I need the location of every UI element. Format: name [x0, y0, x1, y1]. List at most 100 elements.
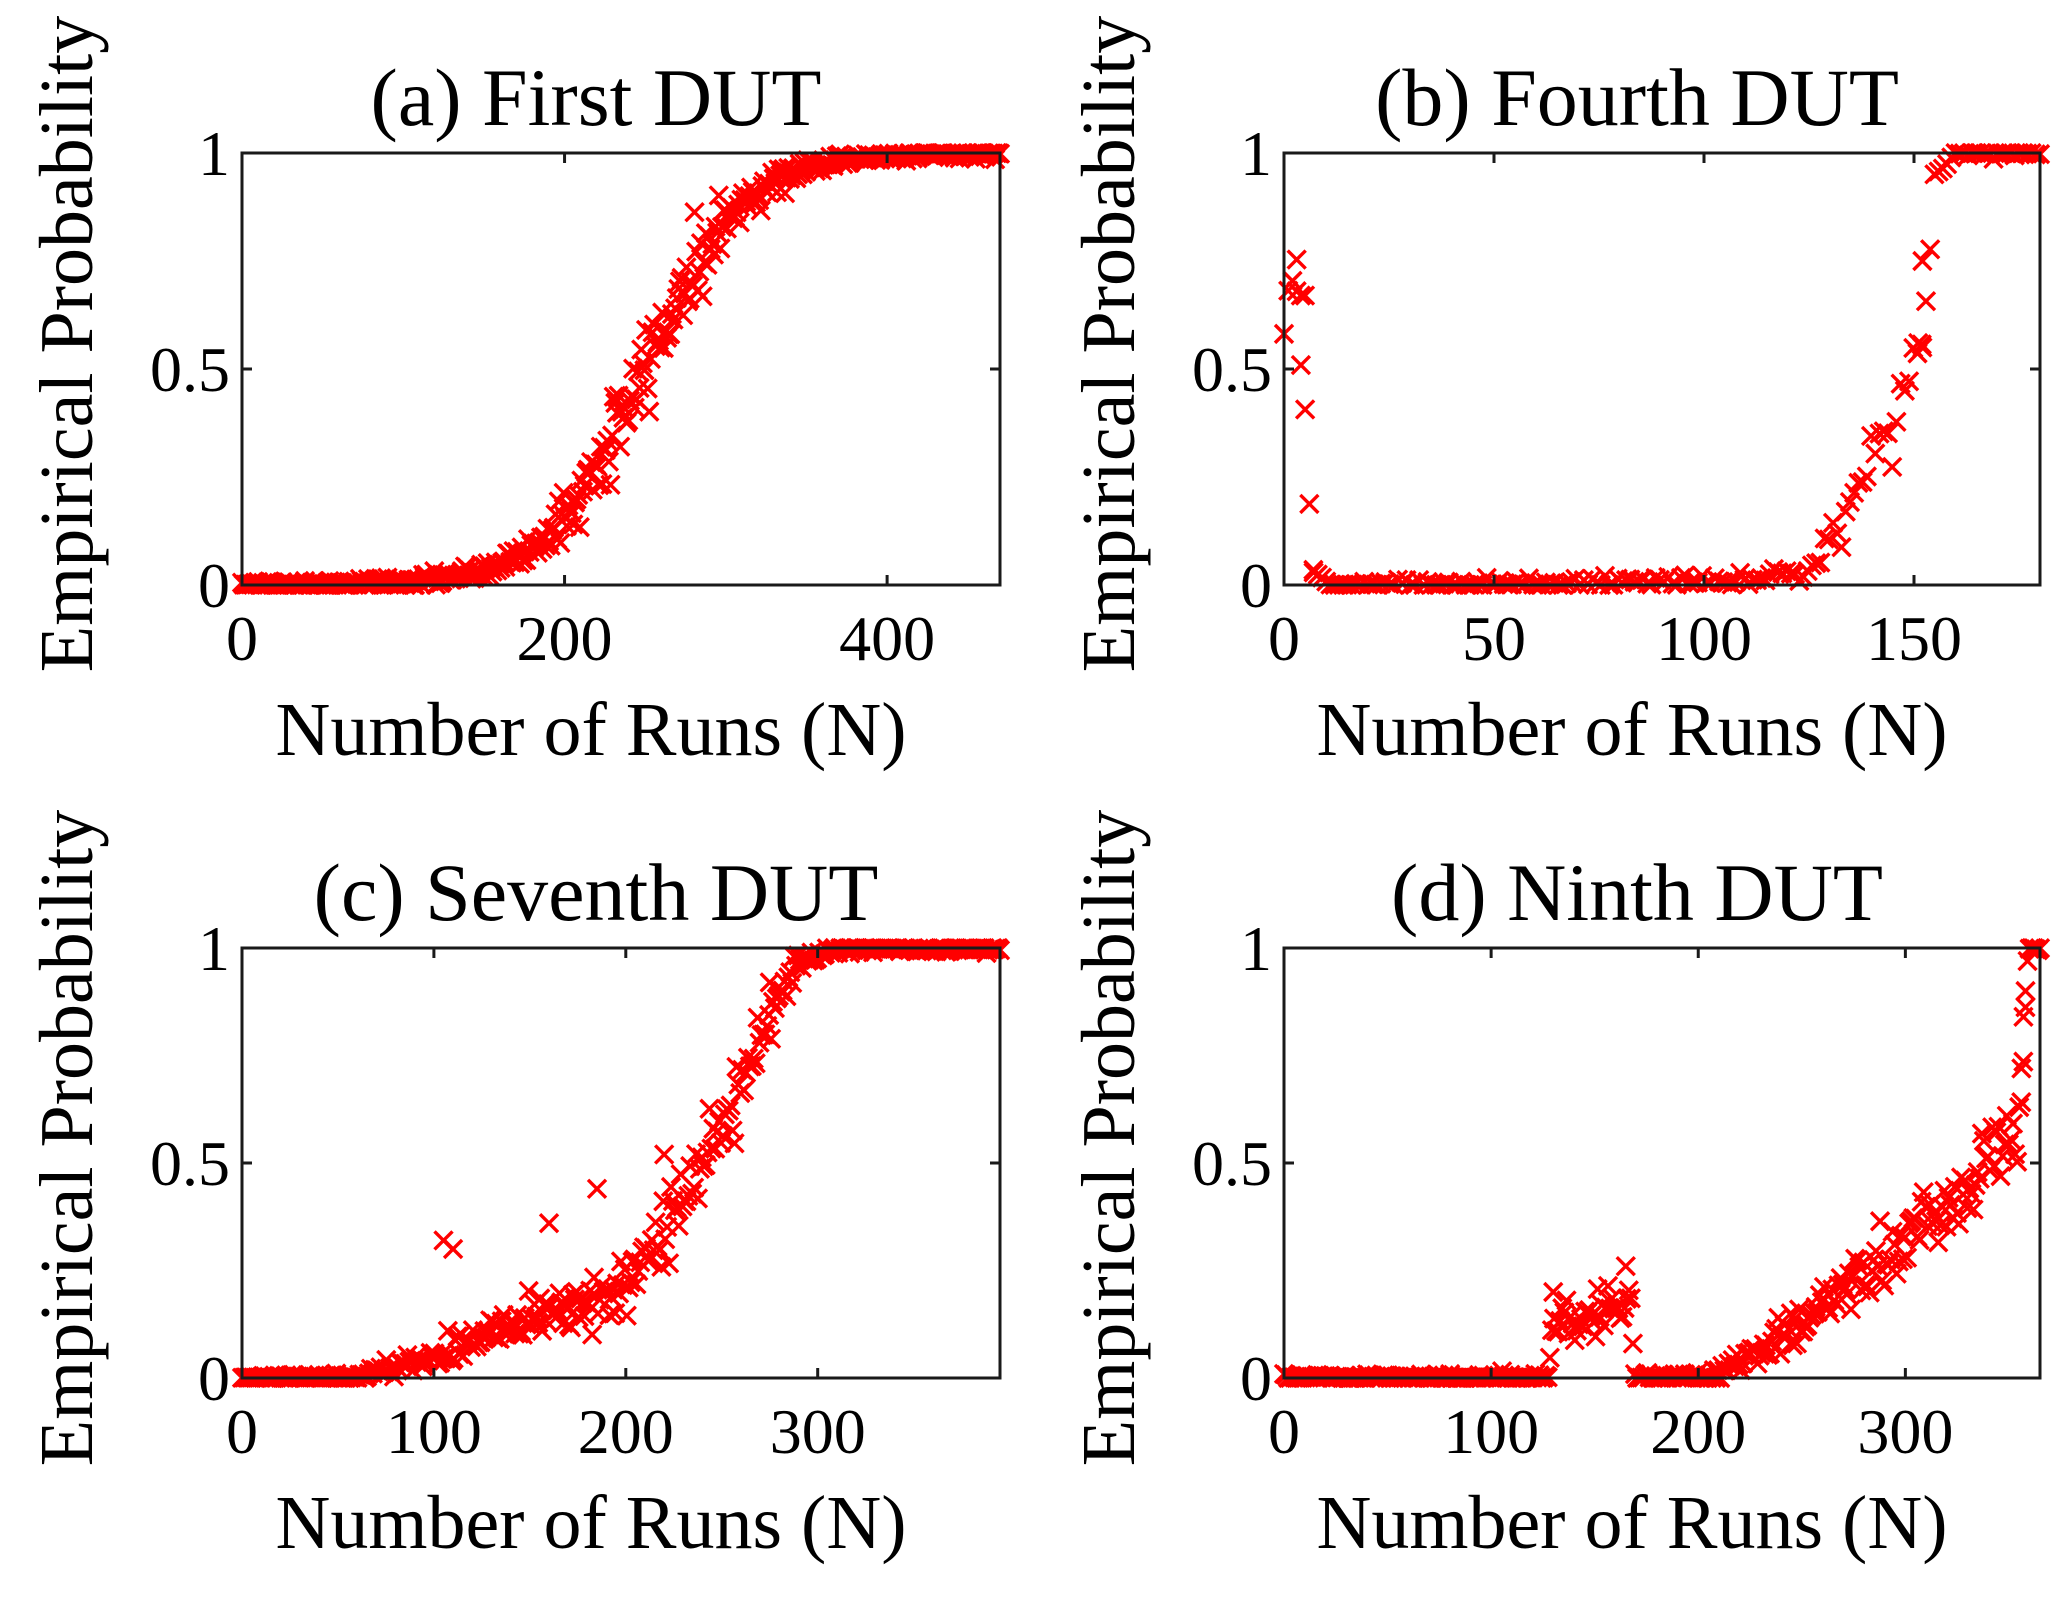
data-point: [637, 378, 658, 399]
data-point: [538, 1212, 560, 1234]
data-point: [743, 1048, 764, 1069]
data-point: [1912, 337, 1933, 358]
data-point: [1585, 1326, 1606, 1347]
data-point: [1909, 1229, 1930, 1251]
scatter-series: [1273, 937, 2051, 1389]
data-point: [600, 474, 621, 496]
axes-frame: [240, 151, 1002, 587]
data-point: [586, 1178, 608, 1200]
data-point: [1730, 1359, 1752, 1381]
scatter-series: [1273, 142, 2051, 596]
data-point: [1990, 1165, 2011, 1187]
data-point: [1820, 1303, 1841, 1324]
scatter-series: [231, 142, 1011, 596]
data-point: [599, 1304, 620, 1326]
data-point: [639, 401, 660, 422]
data-point: [1963, 1199, 1984, 1220]
data-point: [658, 1253, 680, 1274]
data-point: [2002, 1113, 2024, 1134]
data-point: [710, 238, 731, 259]
x-tick-label: 0: [226, 1396, 258, 1467]
data-point: [750, 200, 772, 221]
x-tick-label: 100: [1656, 603, 1752, 674]
y-tick-label: 1: [198, 913, 230, 984]
data-point: [649, 1239, 670, 1261]
data-point: [718, 1100, 739, 1121]
panel-b: (b) Fourth DUT 0 50 100 150 0 0.5 1 Number of Ru…: [1067, 16, 2051, 772]
data-point: [724, 1133, 745, 1154]
data-point: [2013, 1006, 2034, 1028]
y-tick-label: 0.5: [1192, 1128, 1272, 1199]
axes-frame: [240, 946, 1002, 1380]
y-tick-label: 0: [1240, 1343, 1272, 1414]
data-point: [2013, 1051, 2034, 1072]
data-point: [1294, 285, 1316, 306]
axes-frame: [1282, 151, 2042, 587]
data-point: [1834, 1277, 1855, 1299]
data-point: [1877, 423, 1899, 444]
scatter-series: [231, 937, 1011, 1389]
data-point: [692, 286, 713, 307]
data-point: [1915, 290, 1937, 312]
x-axis-label: Number of Runs (N): [275, 688, 906, 772]
data-point: [1290, 285, 1312, 306]
data-point: [2011, 1058, 2032, 1079]
data-point: [581, 1324, 603, 1345]
data-point: [1892, 1248, 1914, 1270]
x-tick-label: 0: [226, 603, 258, 674]
data-point: [592, 473, 613, 495]
data-point: [2009, 1096, 2030, 1118]
data-point: [563, 514, 584, 535]
data-point: [1881, 456, 1903, 478]
data-point: [760, 1028, 782, 1050]
data-point: [799, 949, 820, 970]
y-axis-label: Empirical Probability: [1067, 810, 1151, 1466]
data-point: [645, 1212, 666, 1233]
y-axis-label: Empirical Probability: [25, 810, 109, 1466]
x-tick-label: 300: [1857, 1396, 1953, 1467]
data-point: [1290, 354, 1312, 376]
panel-a: (a) First DUT 0 200 400 0 0.5 1 Number of Runs …: [25, 16, 1011, 772]
data-point: [1814, 528, 1835, 549]
data-point: [676, 257, 697, 278]
data-point: [1831, 536, 1852, 558]
data-point: [616, 1305, 637, 1326]
data-point: [1842, 1266, 1864, 1287]
y-tick-label: 0.5: [1192, 334, 1272, 405]
data-point: [684, 201, 705, 223]
x-tick-label: 400: [839, 603, 935, 674]
x-tick-label: 50: [1462, 603, 1526, 674]
data-point: [598, 451, 620, 472]
data-point: [1615, 1255, 1636, 1277]
x-tick-label: 200: [1650, 1396, 1746, 1467]
chart-title: (b) Fourth DUT: [1375, 52, 1899, 143]
data-point: [673, 304, 694, 326]
data-point: [668, 1215, 689, 1237]
data-point: [2000, 1129, 2022, 1150]
data-point: [1620, 1288, 1642, 1309]
data-point: [759, 972, 780, 993]
data-point: [1786, 1333, 1808, 1354]
data-point: [1593, 1315, 1615, 1336]
data-point: [1299, 493, 1320, 515]
y-tick-label: 0: [198, 550, 230, 621]
data-point: [776, 986, 797, 1007]
data-point: [1857, 1276, 1878, 1297]
data-point: [650, 337, 671, 358]
data-point: [782, 972, 803, 994]
data-point: [569, 516, 590, 538]
data-point: [733, 1080, 755, 1101]
data-point: [697, 254, 718, 276]
data-point: [629, 377, 650, 399]
chart-title: (d) Ninth DUT: [1391, 847, 1883, 938]
data-point: [729, 212, 750, 233]
data-point: [687, 1188, 709, 1209]
data-point: [653, 1144, 675, 1165]
data-point: [1556, 1290, 1577, 1311]
data-point: [1898, 371, 1920, 392]
y-tick-label: 1: [1240, 118, 1272, 189]
panel-d: (d) Ninth DUT 0 100 200 300 0 0.5 1 Number of Ru…: [1067, 810, 2051, 1565]
data-point: [550, 532, 571, 554]
data-point: [683, 1177, 705, 1198]
